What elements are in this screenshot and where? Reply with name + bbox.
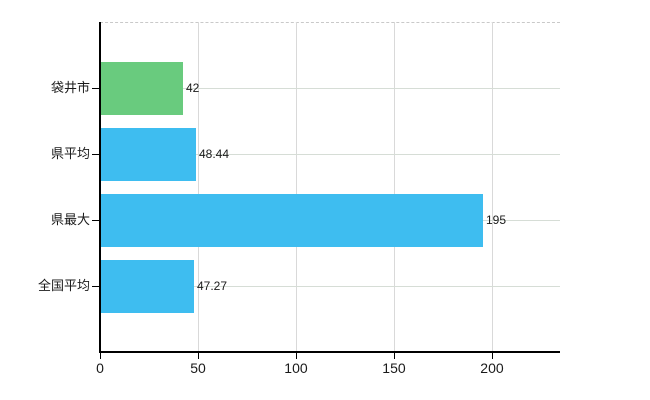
category-label: 全国平均 — [37, 278, 90, 293]
x-axis-tick-label: 0 — [96, 360, 104, 376]
horizontal-gridline — [100, 88, 560, 89]
x-axis-tick-label: 200 — [480, 360, 504, 376]
category-label: 県最大 — [50, 212, 90, 227]
vertical-gridline — [197, 22, 199, 352]
bar-袋井市 — [101, 61, 183, 115]
bar-全国平均 — [101, 259, 194, 313]
x-axis-tick-label: 150 — [382, 360, 406, 376]
x-axis-tick — [295, 352, 297, 359]
plot-area — [100, 22, 560, 352]
x-axis-tick — [491, 352, 493, 359]
category-label: 袋井市 — [50, 80, 90, 95]
y-axis-tick — [92, 154, 100, 155]
x-axis-line — [99, 351, 560, 353]
horizontal-gridline — [100, 154, 560, 155]
x-axis-tick — [197, 352, 199, 359]
value-label: 47.27 — [197, 279, 228, 293]
y-axis-tick — [92, 286, 100, 287]
y-axis-tick — [92, 88, 100, 89]
category-label: 県平均 — [50, 146, 90, 161]
vertical-gridline — [393, 22, 395, 352]
x-axis-tick — [393, 352, 395, 359]
value-label: 48.44 — [199, 147, 230, 161]
value-label: 42 — [186, 81, 200, 95]
value-label: 195 — [486, 213, 507, 227]
y-axis-line — [99, 22, 101, 352]
vertical-gridline — [491, 22, 493, 352]
x-axis-tick-label: 100 — [284, 360, 308, 376]
bar-県最大 — [101, 193, 483, 247]
x-axis-tick — [100, 352, 101, 359]
horizontal-gridline — [100, 286, 560, 287]
x-axis-tick-label: 50 — [190, 360, 206, 376]
bar-県平均 — [101, 127, 196, 181]
vertical-gridline — [295, 22, 297, 352]
y-axis-tick — [92, 220, 100, 221]
